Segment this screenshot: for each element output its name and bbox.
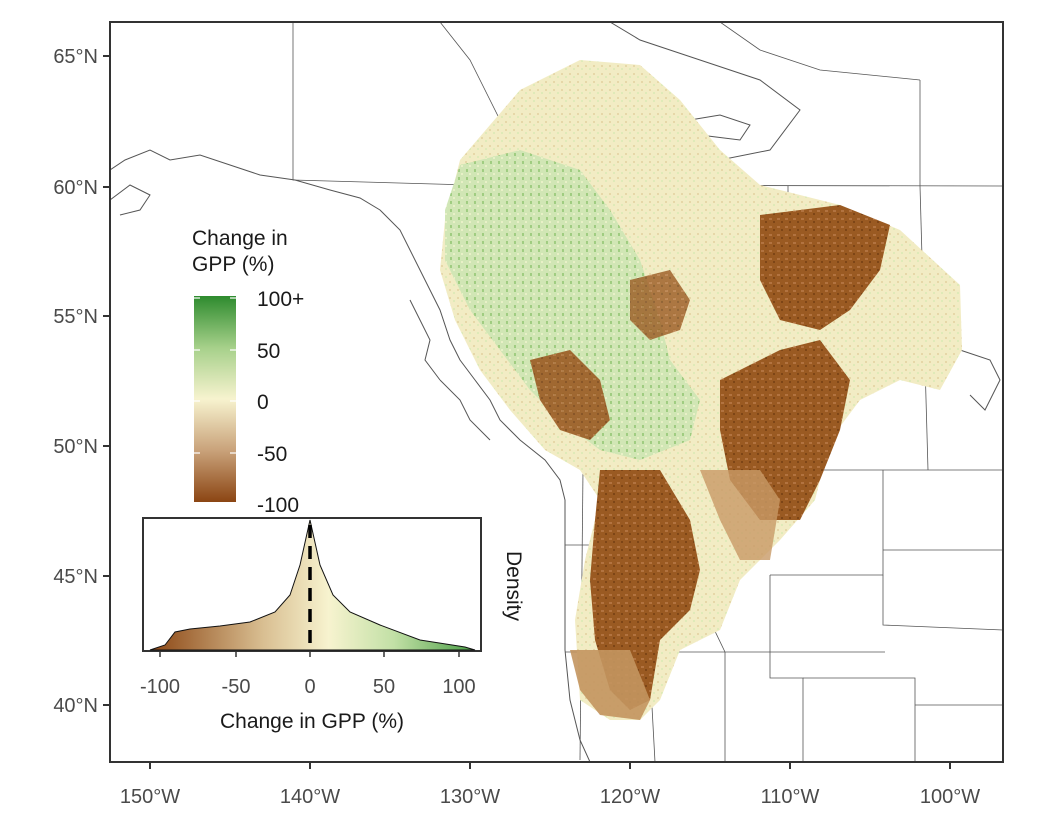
lat-tick-label: 65°N xyxy=(53,46,98,68)
gpp-change-raster xyxy=(440,60,962,720)
inset-tick-label: 0 xyxy=(304,676,315,698)
inset-x-axis: -100 -50 0 50 100 xyxy=(140,651,476,698)
lat-tick-label: 50°N xyxy=(53,436,98,458)
legend-tick-label: -100 xyxy=(257,494,299,517)
inset-ylabel: Density xyxy=(502,551,525,622)
legend-title-line1: Change in xyxy=(192,227,288,250)
legend-tick-label: -50 xyxy=(257,443,287,466)
lon-tick-label: 100°W xyxy=(920,786,980,808)
map-panel-border xyxy=(109,21,1004,763)
lat-tick-label: 55°N xyxy=(53,306,98,328)
lat-tick-label: 40°N xyxy=(53,695,98,717)
inset-tick-label: -100 xyxy=(140,676,180,698)
legend-colorbar xyxy=(194,296,236,502)
legend-tick-label: 100+ xyxy=(257,288,304,311)
lon-tick-label: 140°W xyxy=(280,786,340,808)
density-curve xyxy=(149,519,476,651)
inset-xlabel: Change in GPP (%) xyxy=(220,710,404,733)
inset-tick-label: 50 xyxy=(373,676,395,698)
legend-ticks: 100+ 50 0 -50 -100 xyxy=(194,288,304,517)
lon-tick-label: 150°W xyxy=(120,786,180,808)
lon-tick-label: 120°W xyxy=(600,786,660,808)
longitude-axis: 150°W 140°W 130°W 120°W 110°W 100°W xyxy=(120,762,980,808)
density-inset: -100 -50 0 50 100 Change in GPP (%) Density xyxy=(140,517,525,733)
legend-tick-label: 0 xyxy=(257,391,269,414)
color-legend: Change in GPP (%) 100+ 50 0 -50 -100 xyxy=(192,227,304,517)
legend-title-line2: GPP (%) xyxy=(192,253,274,276)
lon-tick-label: 110°W xyxy=(761,786,820,808)
lat-tick-label: 45°N xyxy=(53,566,98,588)
legend-tick-label: 50 xyxy=(257,340,280,363)
inset-tick-label: -50 xyxy=(222,676,251,698)
latitude-axis: 65°N 60°N 55°N 50°N 45°N 40°N xyxy=(53,46,110,717)
lat-tick-label: 60°N xyxy=(53,177,98,199)
inset-tick-label: 100 xyxy=(442,676,475,698)
lon-tick-label: 130°W xyxy=(440,786,500,808)
